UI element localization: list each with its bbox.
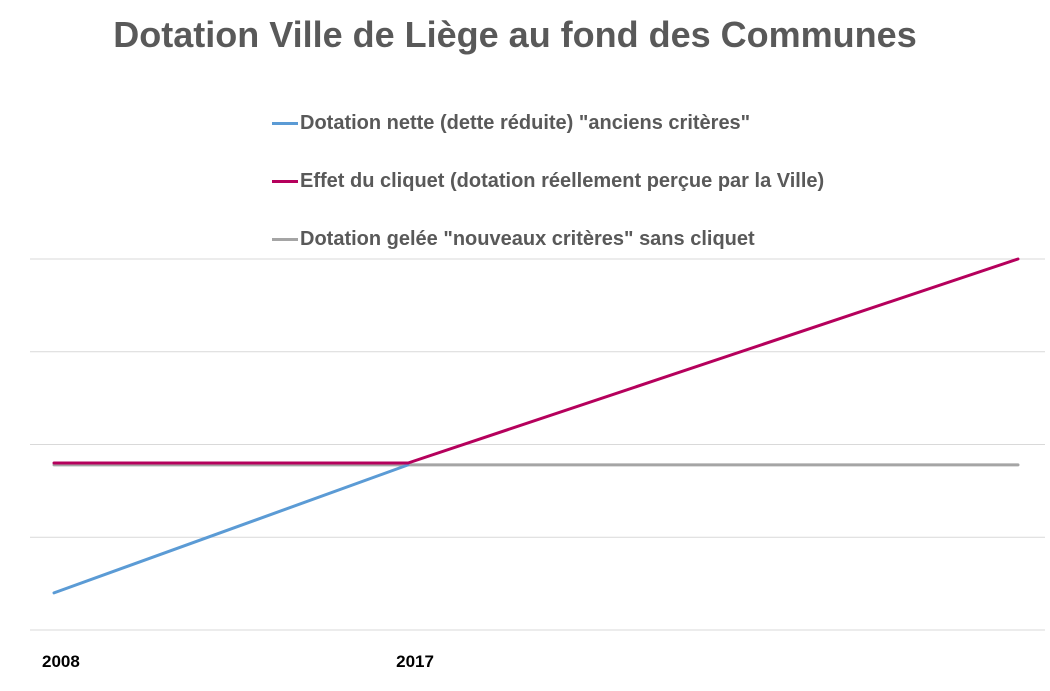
legend-item-blue: Dotation nette (dette réduite) "anciens … — [272, 94, 824, 152]
legend-swatch-blue — [272, 121, 298, 125]
legend-label-blue: Dotation nette (dette réduite) "anciens … — [300, 111, 751, 134]
chart-title: Dotation Ville de Liège au fond des Comm… — [113, 14, 917, 55]
legend-swatch-gray — [272, 237, 298, 241]
legend: Dotation nette (dette réduite) "anciens … — [272, 94, 824, 268]
legend-item-gray: Dotation gelée "nouveaux critères" sans … — [272, 210, 824, 268]
x-tick-label: 2008 — [42, 652, 80, 671]
series-line-0 — [52, 463, 410, 595]
legend-label-gray: Dotation gelée "nouveaux critères" sans … — [300, 227, 755, 250]
x-tick-label: 2017 — [396, 652, 434, 671]
legend-label-crimson: Effet du cliquet (dotation réellement pe… — [300, 169, 825, 192]
legend-item-crimson: Effet du cliquet (dotation réellement pe… — [272, 152, 824, 210]
series-line-1 — [52, 257, 1020, 465]
legend-swatch-crimson — [272, 179, 298, 183]
